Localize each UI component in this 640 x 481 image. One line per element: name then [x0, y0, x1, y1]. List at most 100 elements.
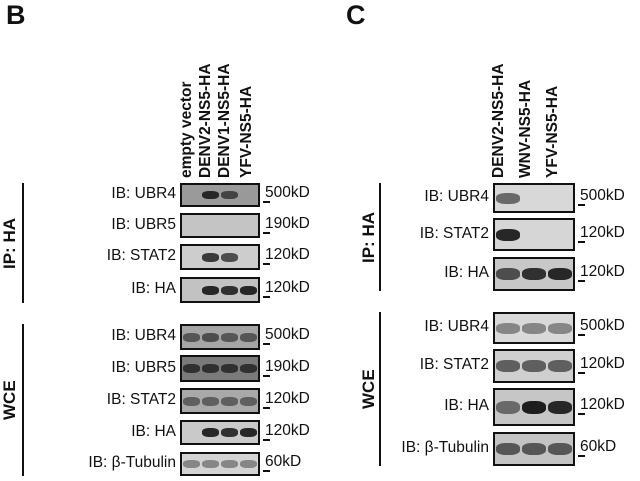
- blot-band: [240, 460, 257, 468]
- blot-band: [496, 192, 520, 204]
- blot-strip: [493, 432, 575, 466]
- ib-label: IB: β-Tubulin: [401, 439, 489, 456]
- mw-tick: [578, 280, 585, 282]
- ib-label: IB: STAT2: [106, 391, 176, 408]
- lane-label: empty vector: [178, 81, 195, 178]
- mw-tick: [263, 374, 270, 377]
- blot-band: [240, 191, 257, 199]
- mw-marker: 500kD: [580, 317, 625, 334]
- blot-strip: [180, 388, 260, 414]
- ib-label: IB: STAT2: [419, 224, 489, 242]
- blot-band: [548, 322, 572, 334]
- blot-band: [496, 268, 520, 280]
- ib-label: IB: β-Tubulin: [88, 454, 176, 471]
- blot-band: [202, 364, 219, 373]
- panel-letter-b: B: [6, 0, 26, 30]
- mw-tick: [263, 201, 270, 203]
- mw-marker: 120kD: [580, 223, 625, 241]
- lane-label: DENV2-NS5-HA: [490, 63, 507, 178]
- blot-band: [522, 268, 546, 280]
- blot-band: [522, 443, 546, 455]
- ib-label: IB: STAT2: [419, 356, 489, 373]
- blot-strip: [493, 257, 575, 291]
- lane-label: YFV-NS5-HA: [238, 85, 255, 178]
- blot-band: [548, 400, 572, 414]
- mw-marker: 500kD: [580, 187, 625, 204]
- blot-strip: [180, 452, 260, 476]
- blot-band: [202, 396, 219, 406]
- group-bracket: [22, 324, 24, 476]
- mw-marker: 120kD: [265, 246, 310, 263]
- ib-label: IB: UBR4: [424, 188, 489, 205]
- blot-band: [202, 285, 219, 295]
- blot-strip: [493, 388, 575, 426]
- blot-strip: [180, 277, 260, 303]
- blot-band: [183, 364, 200, 373]
- mw-tick: [578, 372, 585, 374]
- blot-band: [183, 332, 200, 342]
- blot-strip: [493, 183, 575, 213]
- mw-tick: [263, 470, 270, 472]
- group-label: WCE: [0, 380, 19, 420]
- mw-tick: [578, 455, 585, 457]
- mw-tick: [578, 413, 585, 415]
- ib-label: IB: HA: [131, 422, 176, 440]
- ib-label: IB: UBR4: [424, 318, 489, 335]
- mw-marker: 190kD: [265, 357, 310, 375]
- blot-band: [202, 428, 219, 437]
- lane-label: WNV-NS5-HA: [517, 79, 534, 178]
- mw-tick: [263, 343, 270, 345]
- ib-label: IB: HA: [444, 397, 489, 414]
- mw-marker: 500kD: [265, 326, 310, 343]
- group-bracket: [379, 312, 381, 466]
- blot-strip: [180, 420, 260, 445]
- blot-band: [496, 443, 520, 455]
- blot-band: [221, 460, 238, 468]
- blot-band: [221, 191, 238, 199]
- blot-band: [548, 268, 572, 280]
- blot-band: [221, 252, 238, 262]
- blot-band: [240, 396, 257, 406]
- blot-band: [240, 428, 257, 437]
- blot-strip: [180, 213, 260, 238]
- mw-marker: 120kD: [265, 390, 310, 407]
- group-bracket: [22, 183, 24, 303]
- blot-band: [221, 364, 238, 373]
- group-bracket: [379, 183, 381, 291]
- blot-band: [522, 400, 546, 414]
- blot-band: [548, 360, 572, 372]
- mw-marker: 60kD: [580, 438, 617, 455]
- mw-marker: 120kD: [580, 396, 625, 413]
- blot-band: [548, 443, 572, 455]
- mw-tick: [263, 296, 270, 298]
- blot-strip: [180, 183, 260, 207]
- blot-band: [522, 360, 546, 372]
- blot-band: [522, 322, 546, 334]
- ib-label: IB: HA: [444, 264, 489, 281]
- mw-tick: [263, 438, 270, 441]
- blot-band: [240, 364, 257, 373]
- blot-band: [496, 360, 520, 372]
- blot-band: [202, 332, 219, 342]
- blot-band: [221, 285, 238, 295]
- mw-marker: 120kD: [580, 355, 625, 372]
- blot-band: [496, 400, 520, 414]
- panel-letter-c: C: [346, 0, 366, 30]
- blot-band: [202, 460, 219, 468]
- lane-label: DENV1-NS5-HA: [216, 63, 233, 178]
- blot-strip: [493, 312, 575, 344]
- group-label: WCE: [359, 369, 378, 409]
- blot-band: [221, 428, 238, 437]
- group-label: IP: HA: [359, 211, 378, 263]
- mw-tick: [263, 263, 270, 265]
- blot-band: [183, 396, 200, 406]
- ib-label: IB: STAT2: [106, 247, 176, 264]
- blot-band: [240, 332, 257, 342]
- blot-band: [183, 460, 200, 468]
- blot-strip: [180, 355, 260, 382]
- group-label: IP: HA: [0, 217, 19, 269]
- blot-band: [221, 332, 238, 342]
- lane-label: DENV2-NS5-HA: [197, 63, 214, 178]
- mw-marker: 120kD: [580, 263, 625, 280]
- mw-tick: [263, 231, 270, 234]
